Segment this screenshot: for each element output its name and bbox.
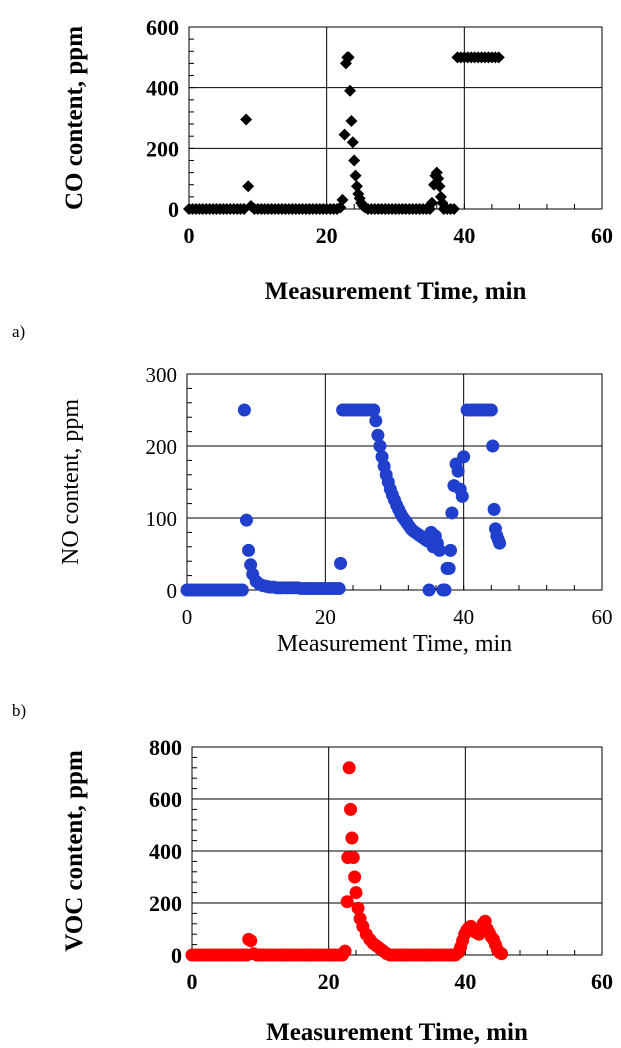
y-tick-label: 0 bbox=[167, 579, 178, 603]
data-point bbox=[367, 403, 381, 417]
y-axis-label: CO content, ppm bbox=[61, 26, 88, 210]
data-point bbox=[346, 851, 360, 864]
data-point bbox=[344, 802, 358, 816]
data-point bbox=[432, 543, 446, 557]
data-point bbox=[350, 180, 363, 193]
data-point bbox=[334, 556, 348, 570]
data-point bbox=[495, 947, 509, 961]
x-tick-label: 20 bbox=[316, 223, 338, 248]
x-axis-label: Measurement Time, min bbox=[277, 631, 512, 657]
data-point bbox=[338, 944, 352, 958]
data-point bbox=[486, 439, 500, 453]
data-point bbox=[242, 180, 255, 193]
x-tick-label: 40 bbox=[453, 605, 474, 629]
y-tick-label: 400 bbox=[146, 76, 179, 101]
y-tick-label: 400 bbox=[149, 839, 182, 864]
x-axis-label: Measurement Time, min bbox=[266, 1019, 528, 1046]
panel-label: a) bbox=[12, 322, 25, 341]
data-point bbox=[492, 51, 505, 64]
y-tick-label: 300 bbox=[146, 363, 178, 387]
data-point bbox=[457, 450, 471, 464]
data-point bbox=[240, 113, 253, 126]
data-point bbox=[348, 154, 361, 167]
x-tick-label: 20 bbox=[318, 969, 340, 994]
y-tick-label: 100 bbox=[146, 507, 178, 531]
data-point bbox=[338, 128, 351, 141]
series-points bbox=[185, 761, 509, 962]
data-point bbox=[348, 870, 362, 884]
data-point bbox=[349, 169, 362, 182]
data-point bbox=[242, 543, 256, 557]
series-points bbox=[180, 403, 507, 597]
y-tick-label: 0 bbox=[168, 197, 179, 222]
data-point bbox=[442, 561, 456, 575]
y-tick-label: 600 bbox=[149, 787, 182, 812]
plot-frame bbox=[188, 26, 603, 210]
y-tick-label: 200 bbox=[146, 136, 179, 161]
data-point bbox=[342, 761, 356, 775]
data-point bbox=[369, 414, 383, 428]
y-axis-label: VOC content, ppm bbox=[61, 750, 88, 952]
data-point bbox=[371, 428, 385, 442]
data-point bbox=[445, 506, 459, 520]
data-point bbox=[438, 583, 452, 597]
data-point bbox=[345, 831, 359, 845]
data-point bbox=[444, 543, 458, 557]
x-axis-label: Measurement Time, min bbox=[265, 278, 527, 305]
data-point bbox=[373, 439, 387, 453]
data-point bbox=[237, 403, 251, 417]
x-tick-label: 0 bbox=[187, 969, 198, 994]
data-point bbox=[244, 199, 257, 212]
x-tick-label: 60 bbox=[591, 969, 613, 994]
y-tick-label: 0 bbox=[171, 943, 182, 968]
data-point bbox=[433, 180, 446, 193]
data-point bbox=[455, 489, 469, 503]
data-point bbox=[425, 196, 438, 209]
x-tick-label: 40 bbox=[453, 223, 475, 248]
data-point bbox=[351, 901, 365, 915]
data-point bbox=[484, 403, 498, 417]
data-point bbox=[332, 582, 346, 596]
x-tick-label: 60 bbox=[592, 605, 613, 629]
data-point bbox=[487, 502, 501, 516]
data-point bbox=[448, 203, 461, 215]
data-point bbox=[336, 193, 349, 206]
data-point bbox=[349, 886, 363, 900]
series-points bbox=[183, 51, 505, 215]
y-tick-label: 800 bbox=[149, 735, 182, 760]
data-point bbox=[451, 464, 465, 478]
data-point bbox=[344, 84, 357, 97]
x-tick-label: 40 bbox=[454, 969, 476, 994]
y-tick-label: 200 bbox=[146, 435, 178, 459]
y-tick-label: 200 bbox=[149, 891, 182, 916]
data-point bbox=[340, 895, 354, 909]
y-tick-label: 600 bbox=[146, 15, 179, 40]
data-point bbox=[235, 583, 249, 597]
panel-label: b) bbox=[12, 701, 26, 720]
data-point bbox=[244, 934, 258, 948]
x-tick-label: 20 bbox=[315, 605, 336, 629]
plot-frame bbox=[186, 373, 603, 591]
x-tick-label: 0 bbox=[182, 605, 193, 629]
data-point bbox=[239, 513, 253, 527]
y-axis-label: NO content, ppm bbox=[58, 399, 84, 565]
data-point bbox=[342, 51, 355, 64]
data-point bbox=[432, 172, 445, 185]
data-point bbox=[346, 136, 359, 149]
data-point bbox=[345, 115, 358, 128]
data-point bbox=[422, 583, 436, 597]
data-point bbox=[493, 536, 507, 550]
chart-panel-1: 0 20 40 60 0 100 200 300 Measurement Time, min NO… bbox=[58, 363, 613, 657]
x-tick-label: 0 bbox=[184, 223, 195, 248]
x-tick-label: 60 bbox=[591, 223, 613, 248]
